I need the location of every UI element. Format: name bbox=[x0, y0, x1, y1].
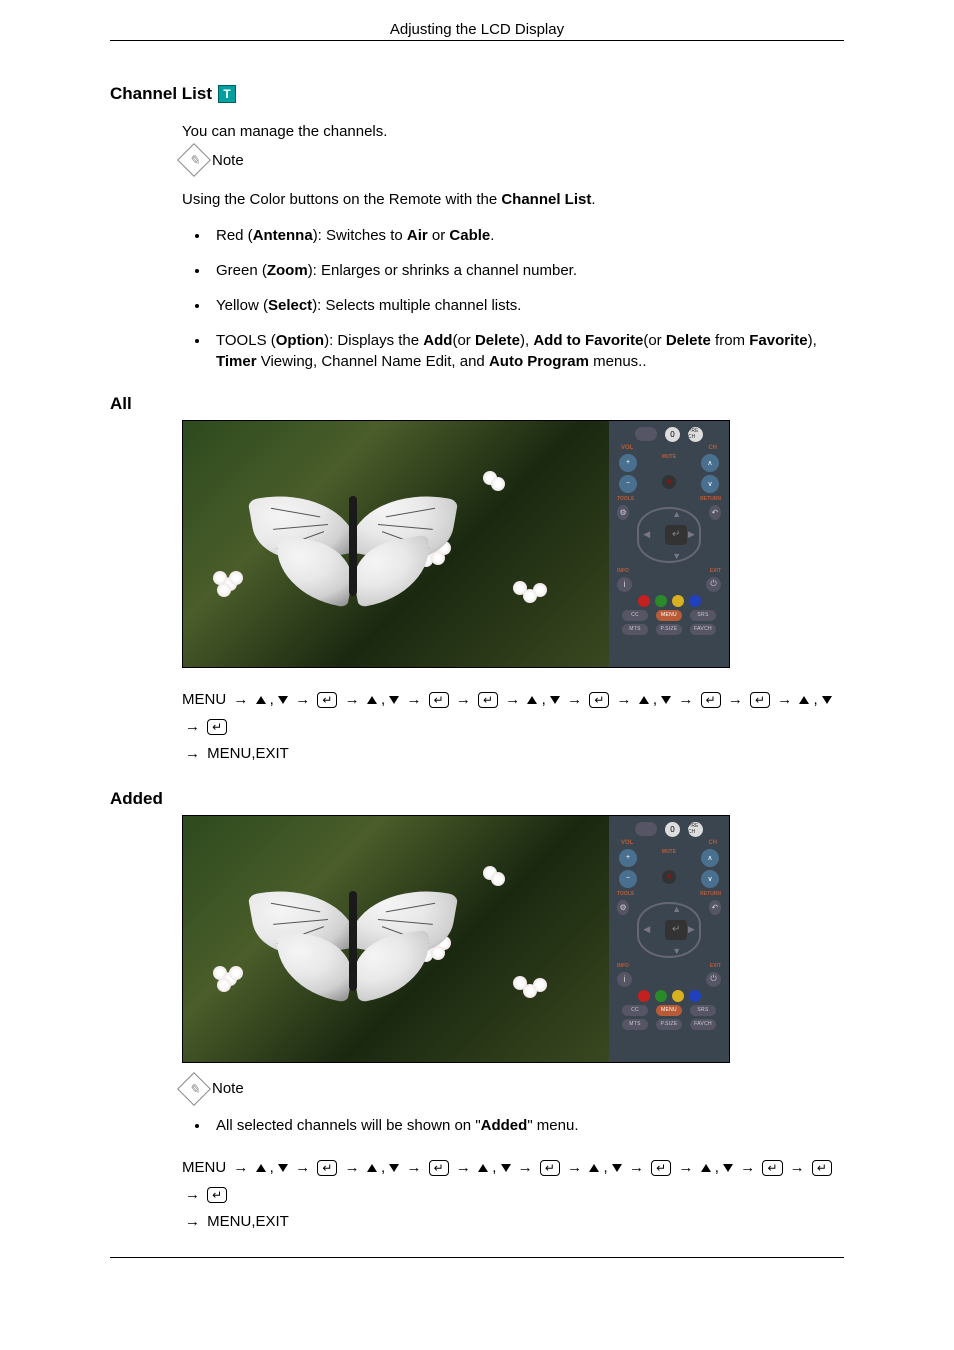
dpad[interactable]: ▲▼◀▶ ↵ bbox=[637, 507, 701, 563]
remote-btn[interactable] bbox=[635, 427, 657, 441]
note-icon: ✎ bbox=[177, 143, 211, 177]
remote-control: 0PRE CH VOLCH + MUTE ∧ − ✕ ∨ TOOLSRETURN… bbox=[609, 421, 729, 667]
butterfly-photo bbox=[183, 421, 609, 667]
enter-button[interactable]: ↵ bbox=[665, 525, 687, 545]
green-button[interactable] bbox=[655, 595, 667, 607]
t-icon: T bbox=[218, 85, 236, 103]
remote-control-2: 0PRE CH VOLCH +MUTE∧ −✕∨ TOOLSRETURN ⚙▲▼… bbox=[609, 816, 729, 1062]
added-bullet: All selected channels will be shown on "… bbox=[210, 1115, 844, 1136]
ch-up-button[interactable]: ∧ bbox=[701, 454, 719, 472]
favch-button[interactable]: FAVCH bbox=[690, 624, 716, 635]
bullet-green: Green (Zoom): Enlarges or shrinks a chan… bbox=[210, 260, 844, 281]
tools-button[interactable]: ⚙ bbox=[617, 505, 629, 520]
bullet-yellow: Yellow (Select): Selects multiple channe… bbox=[210, 295, 844, 316]
note-body-suffix: . bbox=[591, 191, 595, 208]
note-body: Using the Color buttons on the Remote wi… bbox=[182, 190, 844, 210]
yellow-button[interactable] bbox=[672, 595, 684, 607]
exit-button[interactable]: ⏻ bbox=[706, 577, 721, 592]
page-header: Adjusting the LCD Display bbox=[367, 15, 587, 38]
nav-sequence-added: MENU → , → ↵ → , → ↵ → , → ↵ → , → ↵ → ,… bbox=[182, 1154, 844, 1235]
bullet-tools: TOOLS (Option): Displays the Add(or Dele… bbox=[210, 330, 844, 372]
vol-down-button[interactable]: − bbox=[619, 475, 637, 493]
added-bullet-list: All selected channels will be shown on "… bbox=[182, 1115, 844, 1136]
channel-list-title: Channel List bbox=[110, 84, 212, 104]
info-button[interactable]: i bbox=[617, 577, 632, 592]
channel-list-intro: You can manage the channels. bbox=[182, 122, 844, 142]
mts-button[interactable]: MTS bbox=[622, 624, 648, 635]
vol-up-button[interactable]: + bbox=[619, 454, 637, 472]
srs-button[interactable]: SRS bbox=[690, 610, 716, 621]
butterfly-photo-2 bbox=[183, 816, 609, 1062]
section-all-title: All bbox=[110, 394, 844, 414]
red-button[interactable] bbox=[638, 595, 650, 607]
color-button-list: Red (Antenna): Switches to Air or Cable.… bbox=[182, 225, 844, 372]
channel-list-heading: Channel List T bbox=[110, 84, 844, 104]
mute-button[interactable]: ✕ bbox=[662, 475, 676, 489]
psize-button[interactable]: P.SIZE bbox=[656, 624, 682, 635]
note-icon: ✎ bbox=[177, 1072, 211, 1106]
remote-0-button[interactable]: 0 bbox=[665, 427, 680, 442]
note-row: ✎ Note bbox=[182, 148, 844, 172]
note-body-prefix: Using the Color buttons on the Remote wi… bbox=[182, 191, 501, 208]
figure-added: 0PRE CH VOLCH +MUTE∧ −✕∨ TOOLSRETURN ⚙▲▼… bbox=[182, 815, 730, 1063]
bullet-red: Red (Antenna): Switches to Air or Cable. bbox=[210, 225, 844, 246]
note-label: Note bbox=[212, 152, 244, 169]
return-button[interactable]: ↶ bbox=[709, 505, 721, 520]
nav-sequence-all: MENU → , → ↵ → , → ↵ → ↵ → , → ↵ → , → ↵… bbox=[182, 686, 844, 767]
menu-button[interactable]: MENU bbox=[656, 610, 682, 621]
ch-down-button[interactable]: ∨ bbox=[701, 475, 719, 493]
blue-button[interactable] bbox=[689, 595, 701, 607]
section-added-title: Added bbox=[110, 789, 844, 809]
note-body-bold: Channel List bbox=[501, 191, 591, 208]
note-row-added: ✎ Note bbox=[182, 1077, 844, 1101]
remote-pre-button[interactable]: PRE CH bbox=[688, 427, 703, 442]
cc-button[interactable]: CC bbox=[622, 610, 648, 621]
figure-all: 0PRE CH VOLCH + MUTE ∧ − ✕ ∨ TOOLSRETURN… bbox=[182, 420, 730, 668]
